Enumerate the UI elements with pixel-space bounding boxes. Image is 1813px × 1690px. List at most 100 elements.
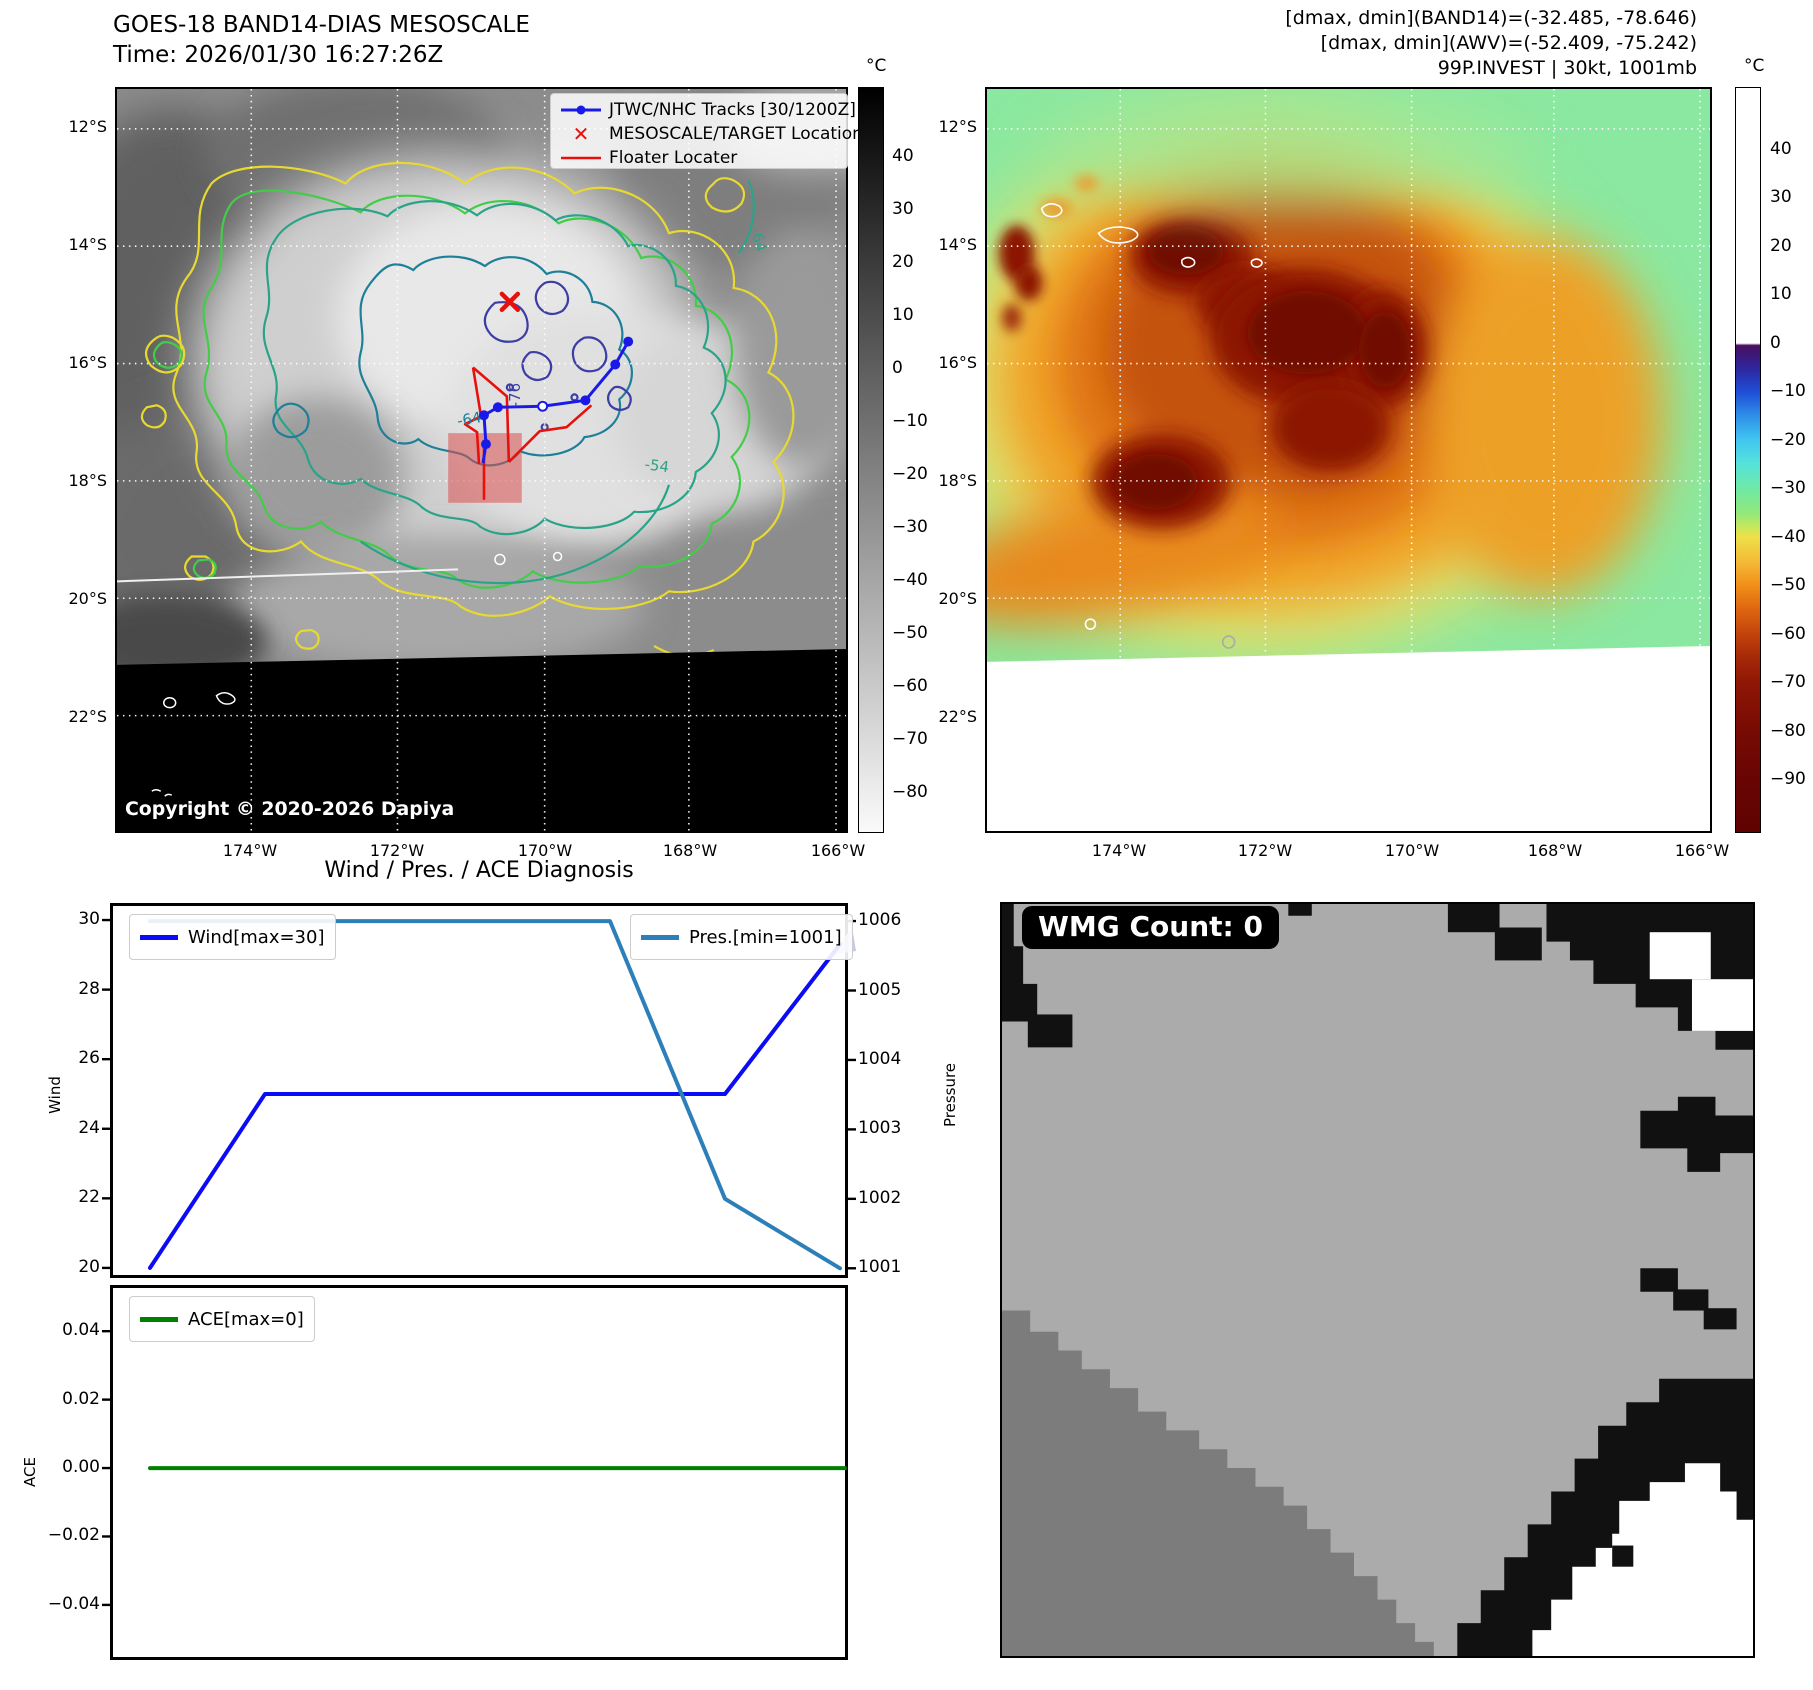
awv-colorbar-tick-label: −50 (1770, 575, 1806, 596)
wmg-panel (1000, 902, 1755, 1658)
chart-windpres-tick-label: 1001 (858, 1257, 902, 1278)
band14-colorbar-tick-label: −40 (892, 570, 928, 590)
band14-colorbar-tick-label: −80 (892, 782, 928, 802)
awv-colorbar-tick-label: −30 (1770, 478, 1806, 499)
chart-windpres-tick-label: 1005 (858, 979, 902, 1000)
pressure-legend: Pres.[min=1001] (630, 914, 853, 960)
band14-lat-tick-label: 14°S (68, 235, 107, 254)
band14-colorbar-tick-label: 0 (892, 358, 903, 378)
no-data-black-region (117, 648, 846, 831)
band14-colorbar-tick-label: −30 (892, 517, 928, 537)
chart-ace-tick-label: −0.02 (47, 1525, 100, 1546)
chart-frame (110, 903, 848, 1278)
band14-colorbar-tick-label: 10 (892, 305, 914, 325)
awv-satellite-map (930, 87, 1712, 833)
contour-label: -64 (456, 408, 483, 430)
awv-colorbar-tick-label: 10 (1770, 284, 1792, 305)
chart-windpres-tick-label: 20 (78, 1256, 100, 1277)
chart-ace-tick-label: 0.04 (62, 1320, 100, 1341)
band14-lon-tick-label: 172°W (369, 841, 425, 860)
copyright-text: Copyright © 2020-2026 Dapiya (125, 798, 454, 820)
band14-map-image: -64 -76 -54 -64 Copyright © 2020-2026 Da… (42, 79, 903, 831)
ace-legend-label: ACE[max=0] (188, 1308, 304, 1330)
awv-lat-tick-label: 22°S (938, 707, 977, 726)
chart-windpres-tick-label: 1003 (858, 1118, 902, 1139)
chart-ace-tick-label: 0.00 (62, 1457, 100, 1478)
ace-chart (102, 1285, 848, 1660)
legend-label-jtwc: JTWC/NHC Tracks [30/1200Z] (609, 100, 856, 120)
chart-windpres-tick-label: 1004 (858, 1048, 902, 1069)
wind-axis-label: Wind (46, 1076, 64, 1114)
band14-lon-tick-label: 166°W (810, 841, 866, 860)
awv-lat-tick-label: 20°S (938, 589, 977, 608)
legend-row-floater: Floater Locater (559, 146, 839, 170)
band14-lat-tick-label: 18°S (68, 471, 107, 490)
band14-colorbar-tick-label: −50 (892, 623, 928, 643)
wmg-darkgray-wedge (1002, 1310, 1434, 1656)
legend-row-target: ✕ MESOSCALE/TARGET Location (559, 122, 863, 146)
awv-lon-tick-label: 166°W (1674, 841, 1730, 860)
band14-colorbar-unit: °C (866, 56, 887, 76)
chart-windpres-tick-label: 28 (78, 978, 100, 999)
band14-colorbar-tick-label: −60 (892, 676, 928, 696)
awv-island-outlines (1040, 203, 1263, 630)
chart-windpres-tick-label: 1006 (858, 910, 902, 931)
target-x-icon (499, 291, 521, 313)
band14-title-block: GOES-18 BAND14-DIAS MESOSCALE Time: 2026… (113, 10, 530, 70)
wmg-count-badge: WMG Count: 0 (1022, 906, 1279, 949)
band14-lat-tick-label: 20°S (68, 589, 107, 608)
chart-windpres-tick-label: 22 (78, 1187, 100, 1208)
contour-label: -54 (644, 455, 671, 476)
awv-colorbar-tick-label: 20 (1770, 235, 1792, 256)
awv-map-image (930, 89, 1710, 831)
chart-windpres-tick-label: 26 (78, 1048, 100, 1069)
wind-line-swatch (140, 934, 178, 940)
band14-colorbar-tick-label: −10 (892, 411, 928, 431)
legend-label-target: MESOSCALE/TARGET Location (609, 124, 863, 144)
awv-lon-tick-label: 170°W (1384, 841, 1440, 860)
chart-ace-tick-label: 0.02 (62, 1388, 100, 1409)
band14-lon-tick-label: 168°W (662, 841, 718, 860)
contour-label: -64 (747, 226, 771, 254)
awv-colorbar (1735, 87, 1761, 833)
diagnosis-title: Wind / Pres. / ACE Diagnosis (324, 858, 634, 883)
pressure-line-swatch (641, 934, 679, 940)
awv-lat-tick-label: 14°S (938, 235, 977, 254)
awv-lon-tick-label: 168°W (1527, 841, 1583, 860)
island-outlines (151, 551, 563, 797)
band14-colorbar (858, 87, 884, 833)
awv-no-data-region (987, 645, 1710, 831)
chart-frame (110, 1285, 848, 1660)
awv-colorbar-tick-label: 0 (1770, 332, 1781, 353)
invest-status: 99P.INVEST | 30kt, 1001mb (1437, 57, 1697, 79)
awv-colorbar-tick-label: −70 (1770, 672, 1806, 693)
awv-lat-tick-label: 16°S (938, 353, 977, 372)
awv-lon-tick-label: 174°W (1091, 841, 1147, 860)
band14-timestamp: Time: 2026/01/30 16:27:26Z (113, 42, 444, 68)
wmg-classification-image (1002, 904, 1753, 1656)
awv-colorbar-unit: °C (1744, 56, 1765, 76)
awv-colorbar-tick-label: −40 (1770, 526, 1806, 547)
legend-label-floater: Floater Locater (609, 148, 738, 168)
band14-colorbar-tick-label: 30 (892, 199, 914, 219)
awv-colorbar-tick-label: −80 (1770, 720, 1806, 741)
awv-colorbar-tick-label: −90 (1770, 768, 1806, 789)
band14-map-legend: JTWC/NHC Tracks [30/1200Z] ✕ MESOSCALE/T… (550, 93, 863, 170)
band14-lat-tick-label: 12°S (68, 117, 107, 136)
awv-lon-tick-label: 172°W (1237, 841, 1293, 860)
pressure-axis-label: Pressure (941, 1062, 959, 1128)
ace-line-swatch (140, 1316, 178, 1322)
awv-header-block: [dmax, dmin](BAND14)=(-32.485, -78.646) … (1285, 6, 1697, 81)
awv-colorbar-tick-label: −20 (1770, 429, 1806, 450)
awv-lat-tick-label: 12°S (938, 117, 977, 136)
wind-pressure-chart (102, 903, 856, 1278)
series-line-wind-max-30- (148, 942, 842, 1270)
band14-lon-tick-label: 170°W (517, 841, 573, 860)
blue-track-line-icon (559, 104, 603, 116)
chart-windpres-tick-label: 30 (78, 909, 100, 930)
contour-value-labels: -64 -76 -54 -64 (456, 226, 771, 477)
chart-windpres-tick-label: 24 (78, 1117, 100, 1138)
band14-colorbar-tick-label: 20 (892, 252, 914, 272)
pressure-legend-label: Pres.[min=1001] (689, 926, 842, 948)
